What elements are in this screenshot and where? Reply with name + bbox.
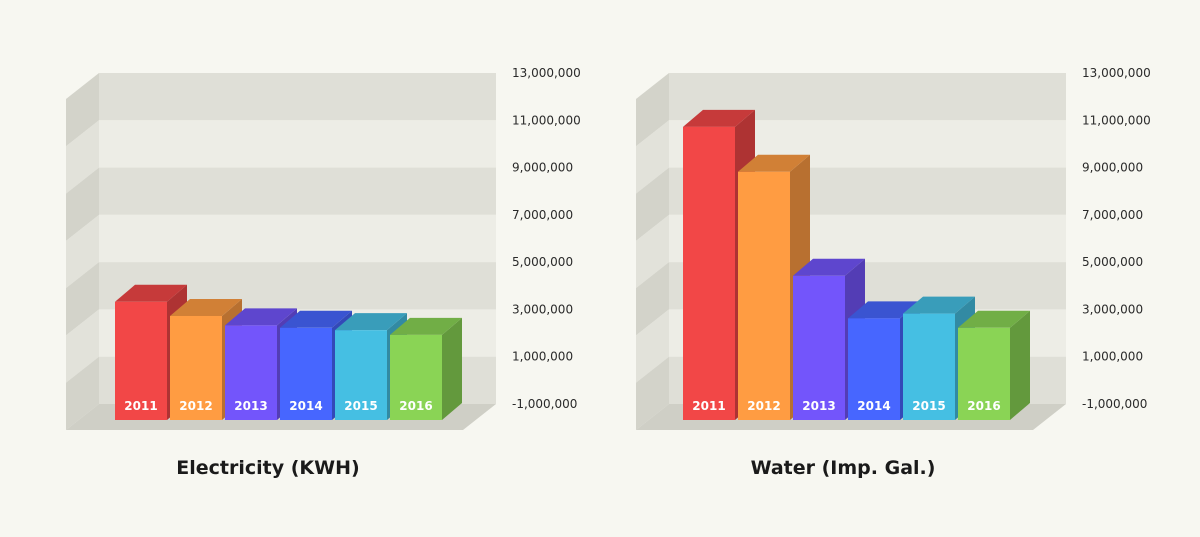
bar-label: 2016 (967, 399, 1000, 413)
bar-top (335, 313, 407, 331)
left-wall (66, 73, 99, 430)
wall-band (636, 356, 669, 430)
bar-label: 2012 (747, 399, 780, 413)
bars: 2011 2012 2013 2014 2015 2016 (115, 284, 462, 420)
wall-band (66, 73, 99, 147)
y-tick-label: 1,000,000 (512, 350, 573, 364)
bar-label: 2012 (179, 399, 212, 413)
bar-top (738, 154, 810, 172)
chart-title: Water (Imp. Gal.) (751, 457, 936, 479)
bar-label: 2011 (692, 399, 725, 413)
bar-front (903, 313, 955, 420)
wall-band (636, 309, 669, 383)
bar-2012: 2012 (738, 154, 810, 420)
bar-front (683, 126, 735, 420)
grid-band (99, 120, 496, 168)
bar-label: 2014 (289, 399, 322, 413)
wall-band (66, 309, 99, 383)
y-tick-label: 5,000,000 (1082, 255, 1143, 269)
bar-2016: 2016 (390, 317, 462, 420)
bar-top (793, 258, 865, 276)
y-tick-label: -1,000,000 (512, 397, 577, 411)
bar-label: 2011 (124, 399, 157, 413)
chart-title: Electricity (KWH) (176, 457, 359, 479)
left-wall (636, 73, 669, 430)
bar-top (280, 310, 352, 328)
wall-band (66, 120, 99, 194)
bar-front (793, 275, 845, 420)
wall-band (66, 262, 99, 336)
y-tick-label: 13,000,000 (1082, 66, 1151, 80)
wall-band (66, 356, 99, 430)
bar-label: 2015 (344, 399, 377, 413)
bars: 2011 2012 2013 2014 2015 2016 (683, 109, 1030, 420)
grid-band (99, 73, 496, 121)
bar-label: 2015 (912, 399, 945, 413)
bar-front (335, 330, 387, 420)
bar-top (958, 310, 1030, 328)
y-tick-label: 7,000,000 (1082, 208, 1143, 222)
bar-side (442, 317, 462, 420)
bar-top (170, 298, 242, 316)
y-tick-label: 1,000,000 (1082, 350, 1143, 364)
wall-band (636, 120, 669, 194)
y-tick-label: 13,000,000 (512, 66, 581, 80)
wall-band (636, 262, 669, 336)
wall-band (636, 167, 669, 241)
bar-2016: 2016 (958, 310, 1030, 420)
electricity-chart: -1,000,000 1,000,000 3,000,000 5,000,000 7,0… (66, 66, 581, 479)
bar-top (903, 296, 975, 314)
y-axis: -1,000,000 1,000,000 3,000,000 5,000,000 7,0… (1082, 66, 1151, 411)
bar-top (115, 284, 187, 302)
wall-band (66, 214, 99, 289)
y-tick-label: 9,000,000 (512, 161, 573, 175)
y-tick-label: -1,000,000 (1082, 397, 1147, 411)
bar-top (225, 308, 297, 326)
y-tick-label: 9,000,000 (1082, 161, 1143, 175)
bar-front (958, 327, 1010, 420)
wall-band (66, 167, 99, 241)
bar-top (848, 301, 920, 319)
y-tick-label: 7,000,000 (512, 208, 573, 222)
bar-top (390, 317, 462, 335)
bar-front (115, 301, 167, 420)
bar-front (390, 334, 442, 420)
y-tick-label: 5,000,000 (512, 255, 573, 269)
bar-front (170, 315, 222, 420)
wall-band (636, 214, 669, 289)
bar-label: 2013 (802, 399, 835, 413)
y-axis: -1,000,000 1,000,000 3,000,000 5,000,000 7,0… (512, 66, 581, 411)
grid-band (99, 167, 496, 215)
y-tick-label: 11,000,000 (1082, 113, 1151, 127)
bar-front (738, 171, 790, 420)
bar-front (848, 318, 900, 420)
bar-label: 2014 (857, 399, 890, 413)
wall-band (636, 73, 669, 147)
bar-label: 2016 (399, 399, 432, 413)
bar-label: 2013 (234, 399, 267, 413)
bar-front (225, 325, 277, 420)
bar-top (683, 109, 755, 127)
bar-front (280, 327, 332, 420)
water-chart: -1,000,000 1,000,000 3,000,000 5,000,000 7,0… (636, 66, 1151, 479)
grid-band (99, 214, 496, 263)
y-tick-label: 3,000,000 (512, 302, 573, 316)
y-tick-label: 3,000,000 (1082, 302, 1143, 316)
y-tick-label: 11,000,000 (512, 113, 581, 127)
bar-side (1010, 310, 1030, 420)
